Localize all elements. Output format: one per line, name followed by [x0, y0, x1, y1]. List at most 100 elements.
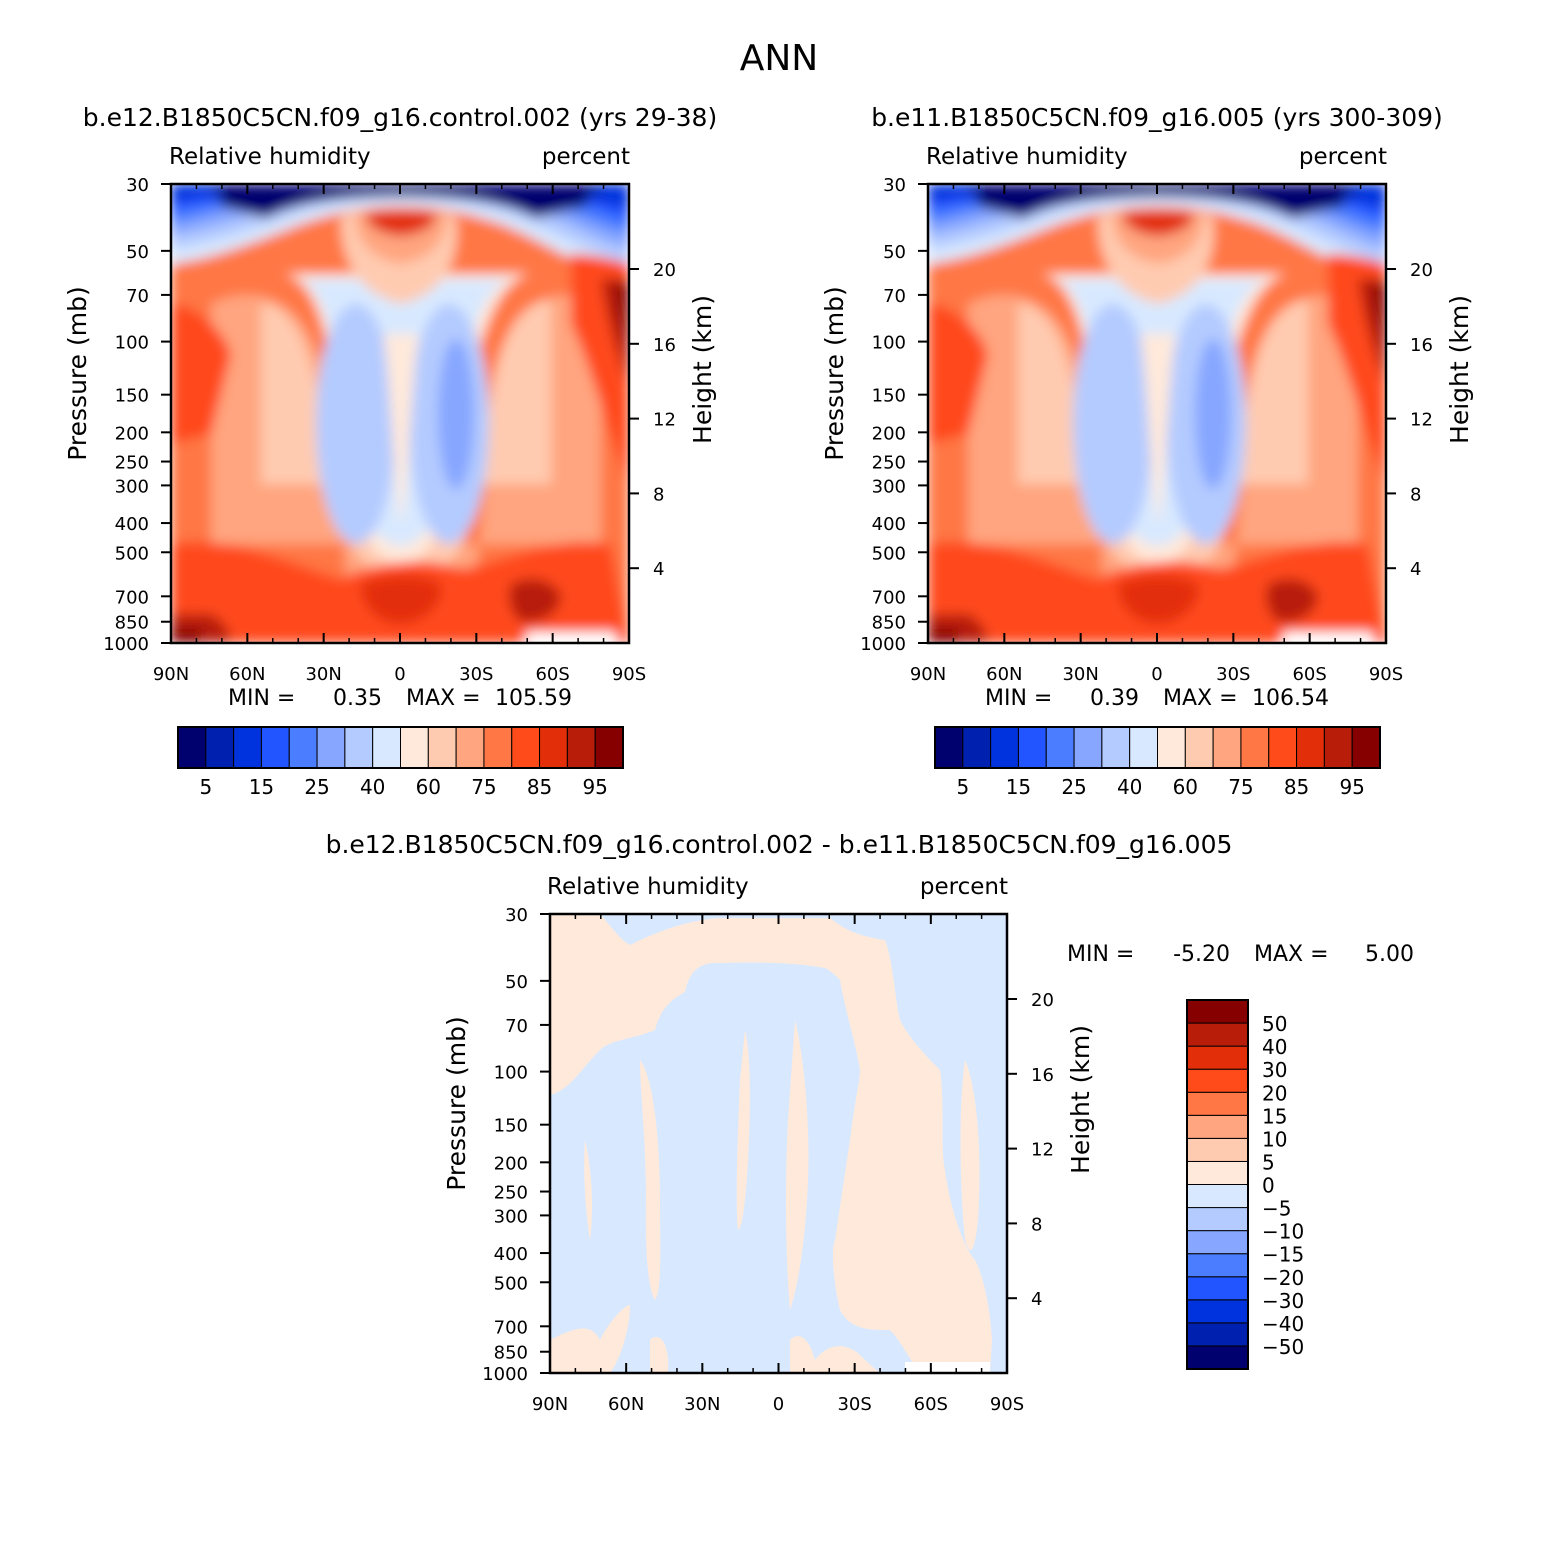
colorbar-label: 10 — [1262, 1127, 1287, 1151]
colorbar-swatch — [1186, 1137, 1249, 1162]
x-tick-label: 90N — [532, 1394, 568, 1415]
colorbar-swatch — [1045, 726, 1075, 769]
colorbar-label: 60 — [1173, 775, 1198, 799]
y-tick-label: 30 — [505, 905, 528, 926]
colorbar-label: 75 — [471, 775, 496, 799]
height-tick-label: 8 — [1031, 1214, 1042, 1235]
colorbar-swatch — [1184, 726, 1214, 769]
variable-label: Relative humidity — [926, 144, 1128, 170]
colorbar-swatch — [1129, 726, 1158, 769]
x-tick-label: 90S — [990, 1394, 1024, 1415]
colorbar-swatch — [1186, 1322, 1249, 1347]
colorbar-label: 5 — [956, 775, 969, 799]
colorbar-label: 25 — [1061, 775, 1086, 799]
max-label: MAX = — [1163, 686, 1238, 711]
y-axis-title-right: Height (km) — [688, 295, 717, 444]
colorbar-swatch — [1186, 1160, 1249, 1185]
units-label: percent — [542, 144, 630, 170]
y-axis-title: Pressure (mb) — [63, 286, 92, 460]
height-tick-label: 12 — [653, 410, 676, 431]
colorbar-label: 85 — [527, 775, 552, 799]
colorbar-label: 75 — [1228, 775, 1253, 799]
y-tick-label: 50 — [126, 242, 149, 263]
colorbar-swatch — [1323, 726, 1353, 769]
colorbar-swatch — [1186, 1207, 1249, 1232]
y-tick-label: 700 — [872, 587, 906, 608]
x-tick-label: 60N — [986, 664, 1022, 685]
x-tick-label: 90S — [1369, 664, 1403, 685]
min-value: -5.20 — [1173, 942, 1230, 967]
y-tick-label: 70 — [505, 1016, 528, 1037]
y-tick-label: 100 — [494, 1063, 528, 1084]
y-tick-label: 700 — [115, 587, 149, 608]
figure-title: ANN — [740, 38, 819, 79]
colorbar-label: −15 — [1262, 1243, 1304, 1267]
x-tick-label: 60N — [229, 664, 265, 685]
height-tick-label: 4 — [653, 559, 664, 580]
x-tick-label: 90S — [612, 664, 646, 685]
y-tick-label: 70 — [883, 286, 906, 307]
colorbar-swatch — [1186, 1184, 1249, 1209]
y-tick-label: 30 — [883, 175, 906, 196]
y-tick-label: 400 — [115, 514, 149, 535]
y-tick-label: 500 — [494, 1273, 528, 1294]
y-tick-label: 250 — [872, 453, 906, 474]
y-tick-label: 200 — [872, 423, 906, 444]
y-axis-title: Pressure (mb) — [442, 1016, 471, 1190]
y-tick-label: 150 — [115, 386, 149, 407]
contour-field — [550, 914, 1007, 1373]
colorbar-swatch — [205, 726, 235, 769]
min-label: MIN = — [1067, 942, 1134, 967]
colorbar-swatch — [1351, 726, 1381, 769]
min-label: MIN = — [985, 686, 1052, 711]
colorbar-label: 40 — [1262, 1035, 1287, 1059]
colorbar-label: 50 — [1262, 1012, 1287, 1036]
colorbar-frame — [177, 726, 624, 769]
colorbar-swatch — [1101, 726, 1131, 769]
y-tick-label: 30 — [126, 175, 149, 196]
colorbar-swatch — [233, 726, 262, 769]
max-label: MAX = — [1254, 942, 1329, 967]
x-tick-label: 60S — [535, 664, 569, 685]
y-tick-label: 50 — [505, 972, 528, 993]
colorbar-label: 5 — [1262, 1150, 1275, 1174]
panel-title: b.e11.B1850C5CN.f09_g16.005 (yrs 300-309… — [871, 103, 1443, 132]
height-tick-label: 4 — [1031, 1289, 1042, 1310]
colorbar-label: −5 — [1262, 1197, 1291, 1221]
min-value: 0.39 — [1090, 686, 1139, 711]
contour-field — [171, 184, 629, 643]
y-tick-label: 100 — [872, 333, 906, 354]
colorbar-label: 25 — [304, 775, 329, 799]
colorbar-swatch — [316, 726, 346, 769]
height-tick-label: 8 — [653, 484, 664, 505]
height-tick-label: 16 — [653, 335, 676, 356]
y-tick-label: 850 — [494, 1343, 528, 1364]
colorbar-label: −50 — [1262, 1335, 1304, 1359]
colorbar-swatch — [1212, 726, 1242, 769]
y-tick-label: 1000 — [860, 634, 906, 655]
colorbar-label: 40 — [360, 775, 385, 799]
height-tick-label: 20 — [1031, 990, 1054, 1011]
x-tick-label: 0 — [394, 664, 405, 685]
max-label: MAX = — [406, 686, 481, 711]
y-tick-label: 150 — [872, 386, 906, 407]
colorbar-label: −10 — [1262, 1220, 1304, 1244]
colorbar-swatch — [1268, 726, 1298, 769]
height-tick-label: 20 — [653, 260, 676, 281]
colorbar-swatch — [1073, 726, 1103, 769]
colorbar-swatch — [1186, 1114, 1249, 1139]
height-tick-label: 20 — [1410, 260, 1433, 281]
height-tick-label: 8 — [1410, 484, 1421, 505]
y-tick-label: 250 — [494, 1183, 528, 1204]
max-value: 106.54 — [1252, 686, 1329, 711]
x-tick-label: 30S — [837, 1394, 871, 1415]
colorbar-swatch — [1186, 1276, 1249, 1301]
y-tick-label: 700 — [494, 1317, 528, 1338]
colorbar-swatch — [1186, 999, 1249, 1024]
y-tick-label: 1000 — [482, 1364, 528, 1385]
colorbar-swatch — [1186, 1068, 1249, 1093]
colorbar-label: −40 — [1262, 1312, 1304, 1336]
y-tick-label: 500 — [115, 543, 149, 564]
colorbar-swatch — [1240, 726, 1270, 769]
colorbar-swatch — [1296, 726, 1325, 769]
